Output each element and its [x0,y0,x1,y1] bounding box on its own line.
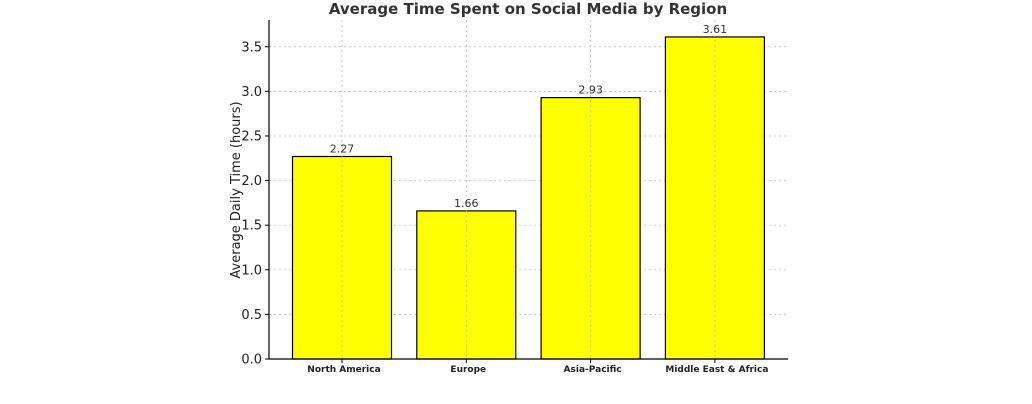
y-ticks: 0.0 0.5 1.0 1.5 2.0 2.5 3.0 3.5 [241,40,269,368]
x-tick-label: Asia-Pacific [564,365,622,375]
x-tick-label: Middle East & Africa [665,365,768,375]
bar-value-label: 2.27 [330,142,355,155]
bar-value-label: 2.93 [578,84,603,97]
y-tick-label: 2.0 [241,174,262,189]
x-tick-label: North America [307,365,380,375]
x-tick-label: Europe [450,365,486,375]
y-axis-label: Average Daily Time (hours) [229,101,244,278]
axes [268,20,788,360]
y-tick-label: 0.5 [241,308,262,323]
chart-title: Average Time Spent on Social Media by Re… [329,0,727,18]
y-tick-label: 3.5 [241,40,262,55]
y-tick-label: 1.0 [241,263,262,278]
bar-value-label: 3.61 [703,23,728,36]
y-tick-label: 2.5 [241,129,262,144]
y-tick-label: 1.5 [241,219,262,234]
bars [291,20,766,360]
bar-value-label: 1.66 [454,197,479,210]
y-tick-label: 3.0 [241,85,262,100]
x-ticks: North America Europe Asia-Pacific Middle Ea… [307,359,768,375]
y-tick-label: 0.0 [241,353,262,368]
value-labels: 2.27 1.66 2.93 3.61 [330,23,727,210]
